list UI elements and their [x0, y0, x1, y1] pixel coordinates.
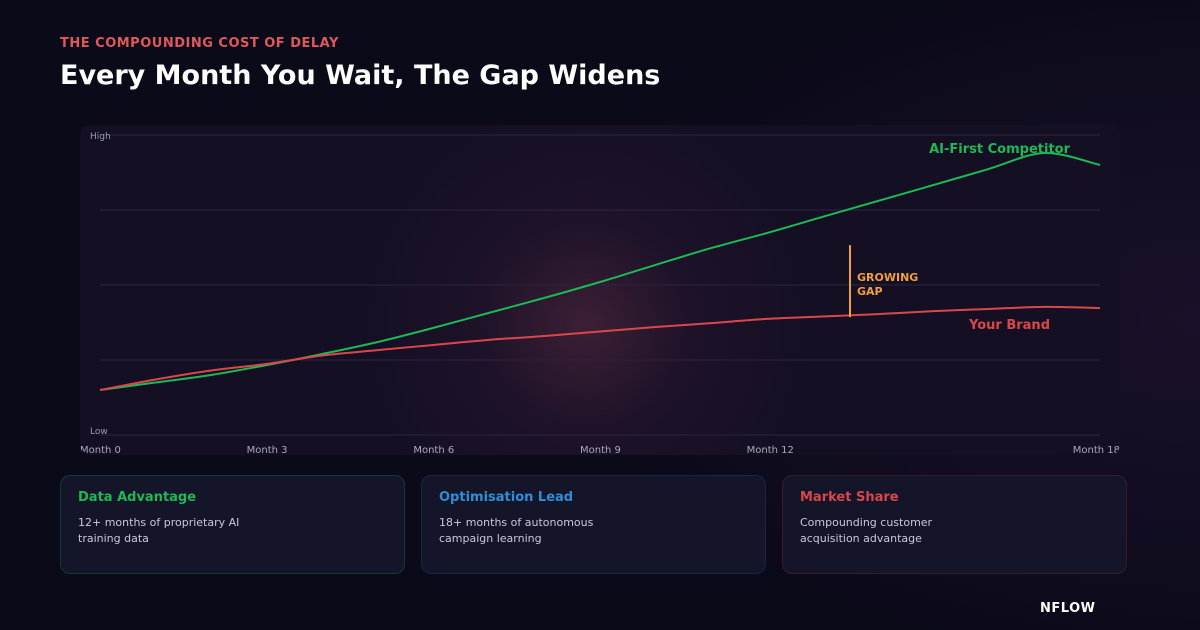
card-title: Market Share — [800, 490, 899, 505]
x-tick-label: Month 12 — [747, 445, 794, 455]
chart-panel: High Low AI-First Competitor Your Brand GROW… — [80, 125, 1120, 455]
series-label-competitor: AI-First Competitor — [929, 142, 1070, 157]
page-title: Every Month You Wait, The Gap Widens — [60, 60, 661, 91]
series-line-0 — [99, 151, 1101, 391]
series-label-brand: Your Brand — [968, 318, 1050, 333]
chart-glow — [80, 125, 1120, 455]
y-label-low: Low — [90, 427, 108, 437]
card-body: Compounding customer acquisition advanta… — [800, 516, 933, 545]
series-line-1 — [99, 305, 1101, 391]
y-label-high: High — [90, 132, 111, 142]
line-chart: High Low AI-First Competitor Your Brand GROW… — [80, 132, 1120, 455]
card-data-advantage: Data Advantage 12+ months of proprietary… — [60, 475, 405, 574]
card-title: Optimisation Lead — [439, 490, 574, 505]
gap-annotation-label: GAP — [857, 285, 883, 298]
brand-logo: NFLOW — [1040, 601, 1096, 616]
x-tick-label: Month 9 — [580, 445, 621, 455]
x-tick-label: Month 3 — [247, 445, 288, 455]
card-title: Data Advantage — [78, 490, 197, 505]
eyebrow-label: THE COMPOUNDING COST OF DELAY — [60, 36, 339, 51]
card-body: 18+ months of autonomous campaign learni… — [439, 516, 594, 545]
card-market-share: Market Share Compounding customer acquis… — [782, 475, 1127, 574]
x-tick-label: Month 0 — [80, 445, 121, 455]
card-body: 12+ months of proprietary AI training da… — [78, 516, 240, 545]
x-tick-label: Month 6 — [413, 445, 454, 455]
gap-annotation-label: GROWING — [857, 271, 918, 284]
x-tick-label: Month 18 — [1073, 445, 1120, 455]
card-optimisation-lead: Optimisation Lead 18+ months of autonomo… — [421, 475, 766, 574]
